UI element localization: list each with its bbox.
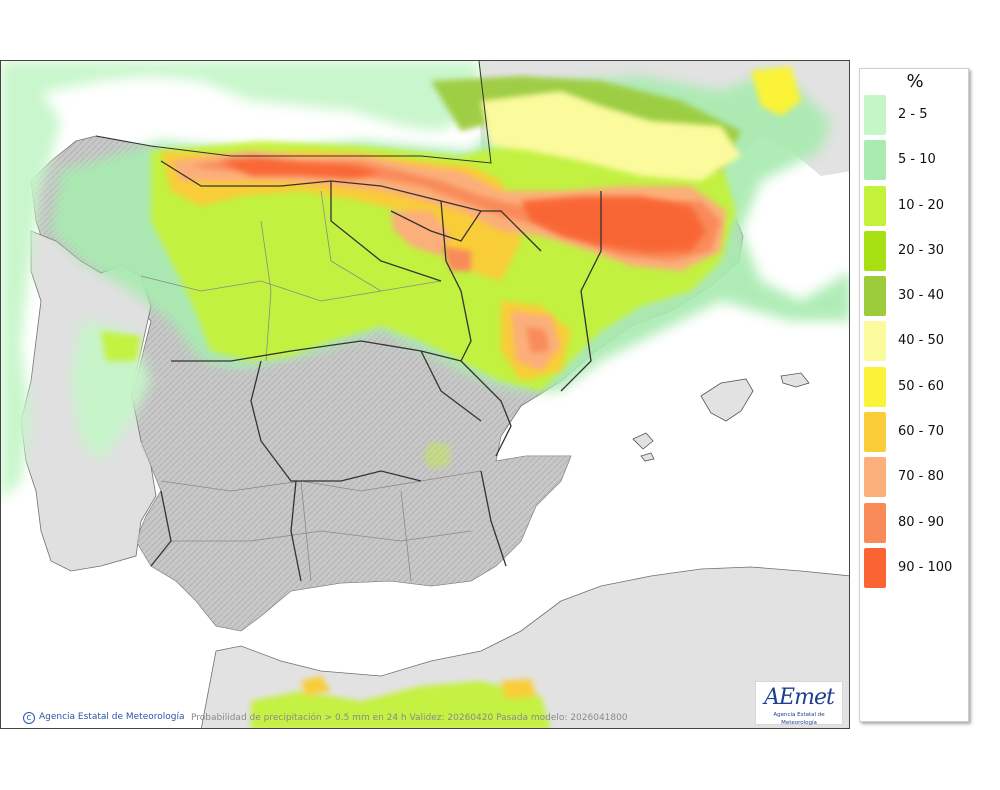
agency-credit-text: Agencia Estatal de Meteorología <box>39 712 185 722</box>
legend-label: 70 - 80 <box>898 469 945 485</box>
legend-swatch <box>864 502 886 543</box>
legend-swatch <box>864 230 886 271</box>
ibiza <box>632 432 654 450</box>
legend-label: 80 - 90 <box>898 514 945 530</box>
legend-swatch <box>864 366 886 407</box>
legend-label: 20 - 30 <box>898 242 945 258</box>
africa-land <box>200 566 849 728</box>
map-caption: Probabilidad de precipitación > 0.5 mm e… <box>191 713 628 723</box>
legend-swatch <box>864 276 886 317</box>
legend-swatch <box>864 412 886 453</box>
legend-swatch <box>864 140 886 181</box>
aemet-logo-text: AEmet <box>764 685 835 710</box>
map-canvas <box>1 61 849 728</box>
legend-swatch <box>864 321 886 362</box>
legend: % 2 - 5 5 - 10 10 - 20 20 - 30 30 - 40 40 - 5… <box>859 68 969 722</box>
legend-label: 50 - 60 <box>898 378 945 394</box>
legend-label: 10 - 20 <box>898 197 945 213</box>
formentera <box>640 452 655 462</box>
aemet-logo: AEmet Agencia Estatal de Meteorología <box>755 681 843 726</box>
aemet-logo-subtext: Agencia Estatal de Meteorología <box>773 712 825 726</box>
legend-label: 90 - 100 <box>898 559 953 575</box>
copyright-symbol: C <box>23 712 35 724</box>
agency-credit: C Agencia Estatal de Meteorología <box>23 712 185 724</box>
mallorca <box>700 378 754 422</box>
legend-label: 5 - 10 <box>898 152 936 168</box>
legend-label: 30 - 40 <box>898 288 945 304</box>
legend-swatch <box>864 95 886 135</box>
legend-swatch <box>864 457 886 498</box>
legend-swatch <box>864 547 886 588</box>
forecast-map: C Agencia Estatal de Meteorología Probabi… <box>0 60 850 729</box>
legend-swatch <box>864 185 886 226</box>
menorca <box>780 372 810 388</box>
legend-label: 60 - 70 <box>898 424 945 440</box>
legend-label: 2 - 5 <box>898 107 928 122</box>
legend-label: 40 - 50 <box>898 333 945 349</box>
legend-unit: % <box>906 71 924 92</box>
